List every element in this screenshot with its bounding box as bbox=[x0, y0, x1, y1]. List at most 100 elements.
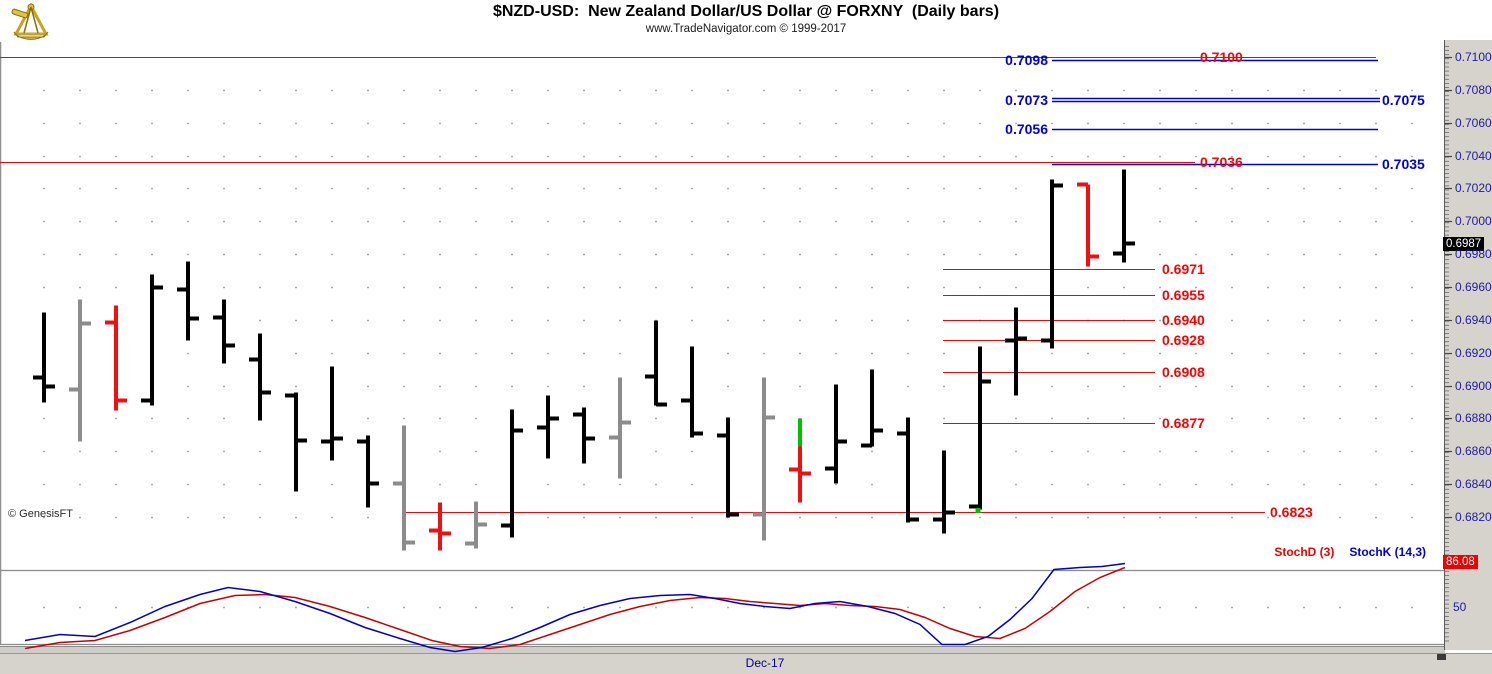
grid-dot bbox=[79, 319, 81, 322]
grid-dot bbox=[907, 606, 909, 609]
grid-dot bbox=[655, 220, 657, 223]
grid-dot bbox=[1015, 417, 1017, 420]
grid-dot bbox=[1123, 89, 1125, 92]
price-axis-label[interactable]: 0.6980 bbox=[1455, 246, 1492, 261]
price-axis-label[interactable]: 0.7100 bbox=[1455, 49, 1492, 64]
grid-dot bbox=[1123, 483, 1125, 486]
price-axis-label[interactable]: 0.7020 bbox=[1455, 180, 1492, 195]
grid-dot bbox=[763, 450, 765, 453]
price-axis-label[interactable]: 0.6900 bbox=[1455, 378, 1492, 393]
price-axis-label[interactable]: 0.6820 bbox=[1455, 509, 1492, 524]
grid-dot bbox=[1051, 450, 1053, 453]
price-axis-label[interactable]: 0.6920 bbox=[1455, 345, 1492, 360]
grid-dot bbox=[1015, 606, 1017, 609]
grid-dot bbox=[799, 286, 801, 289]
grid-dot bbox=[1411, 89, 1413, 92]
price-axis-label[interactable]: 0.6960 bbox=[1455, 279, 1492, 294]
price-axis-label[interactable]: 0.7060 bbox=[1455, 115, 1492, 130]
grid-dot bbox=[943, 155, 945, 158]
grid-dot bbox=[223, 385, 225, 388]
grid-dot bbox=[1051, 606, 1053, 609]
grid-dot bbox=[763, 220, 765, 223]
grid-dot bbox=[223, 89, 225, 92]
grid-dot bbox=[511, 187, 513, 190]
grid-dot bbox=[1051, 220, 1053, 223]
grid-dot bbox=[1303, 516, 1305, 519]
price-axis-label[interactable]: 0.6940 bbox=[1455, 312, 1492, 327]
grid-dot bbox=[259, 89, 261, 92]
grid-dot bbox=[1411, 187, 1413, 190]
horizontal-scrollbar-track[interactable] bbox=[0, 646, 1445, 653]
date-axis-bar[interactable] bbox=[0, 653, 1492, 674]
price-axis-label[interactable]: 0.6840 bbox=[1455, 476, 1492, 491]
grid-dot bbox=[475, 516, 477, 519]
grid-dot bbox=[1123, 253, 1125, 256]
grid-dot bbox=[727, 89, 729, 92]
grid-dot bbox=[619, 122, 621, 125]
grid-dot bbox=[79, 417, 81, 420]
grid-dot bbox=[1303, 385, 1305, 388]
grid-dot bbox=[1159, 352, 1161, 355]
grid-dot bbox=[907, 450, 909, 453]
grid-dot bbox=[511, 516, 513, 519]
corner-resize-notch[interactable] bbox=[1437, 654, 1446, 660]
grid-dot bbox=[1303, 286, 1305, 289]
grid-dot bbox=[1015, 253, 1017, 256]
grid-dot bbox=[907, 516, 909, 519]
grid-dot bbox=[727, 286, 729, 289]
grid-dot bbox=[1123, 122, 1125, 125]
grid-dot bbox=[1411, 155, 1413, 158]
grid-dot bbox=[799, 606, 801, 609]
grid-dot bbox=[223, 516, 225, 519]
grid-dot bbox=[763, 417, 765, 420]
grid-dot bbox=[403, 155, 405, 158]
grid-dot bbox=[223, 417, 225, 420]
grid-dot bbox=[151, 187, 153, 190]
price-axis-label[interactable]: 0.6860 bbox=[1455, 443, 1492, 458]
price-axis-label[interactable]: 0.7080 bbox=[1455, 82, 1492, 97]
grid-dot bbox=[1231, 220, 1233, 223]
grid-dot bbox=[403, 286, 405, 289]
grid-dot bbox=[1123, 352, 1125, 355]
grid-dot bbox=[259, 155, 261, 158]
grid-dot bbox=[1195, 122, 1197, 125]
stoch-value-badge: 86.08 bbox=[1443, 555, 1478, 569]
grid-dot bbox=[259, 319, 261, 322]
price-axis-label[interactable]: 0.7000 bbox=[1455, 213, 1492, 228]
price-axis-label[interactable]: 0.7040 bbox=[1455, 148, 1492, 163]
grid-dot bbox=[295, 516, 297, 519]
grid-dot bbox=[295, 385, 297, 388]
grid-dot bbox=[979, 89, 981, 92]
grid-dot bbox=[295, 352, 297, 355]
grid-dot bbox=[907, 286, 909, 289]
price-axis-label[interactable]: 0.6880 bbox=[1455, 410, 1492, 425]
grid-dot bbox=[79, 89, 81, 92]
grid-dot bbox=[1087, 483, 1089, 486]
grid-dot bbox=[1087, 220, 1089, 223]
grid-dot bbox=[151, 319, 153, 322]
grid-dot bbox=[655, 89, 657, 92]
grid-dot bbox=[583, 606, 585, 609]
grid-dot bbox=[619, 319, 621, 322]
price-axis-panel-bg bbox=[1445, 40, 1492, 650]
grid-dot bbox=[1231, 606, 1233, 609]
grid-dot bbox=[943, 385, 945, 388]
grid-dot bbox=[727, 352, 729, 355]
grid-dot bbox=[1051, 187, 1053, 190]
grid-dot bbox=[1267, 155, 1269, 158]
grid-dot bbox=[1087, 606, 1089, 609]
level-label-0.6971: 0.6971 bbox=[1162, 260, 1205, 277]
grid-dot bbox=[979, 417, 981, 420]
grid-dot bbox=[943, 516, 945, 519]
grid-dot bbox=[403, 417, 405, 420]
grid-dot bbox=[115, 450, 117, 453]
grid-dot bbox=[655, 352, 657, 355]
grid-dot bbox=[367, 352, 369, 355]
grid-dot bbox=[367, 122, 369, 125]
grid-dot bbox=[1231, 417, 1233, 420]
grid-dot bbox=[1375, 89, 1377, 92]
grid-dot bbox=[1159, 516, 1161, 519]
grid-dot bbox=[1303, 483, 1305, 486]
grid-dot bbox=[1339, 155, 1341, 158]
x-axis-date-label: Dec-17 bbox=[745, 656, 785, 670]
